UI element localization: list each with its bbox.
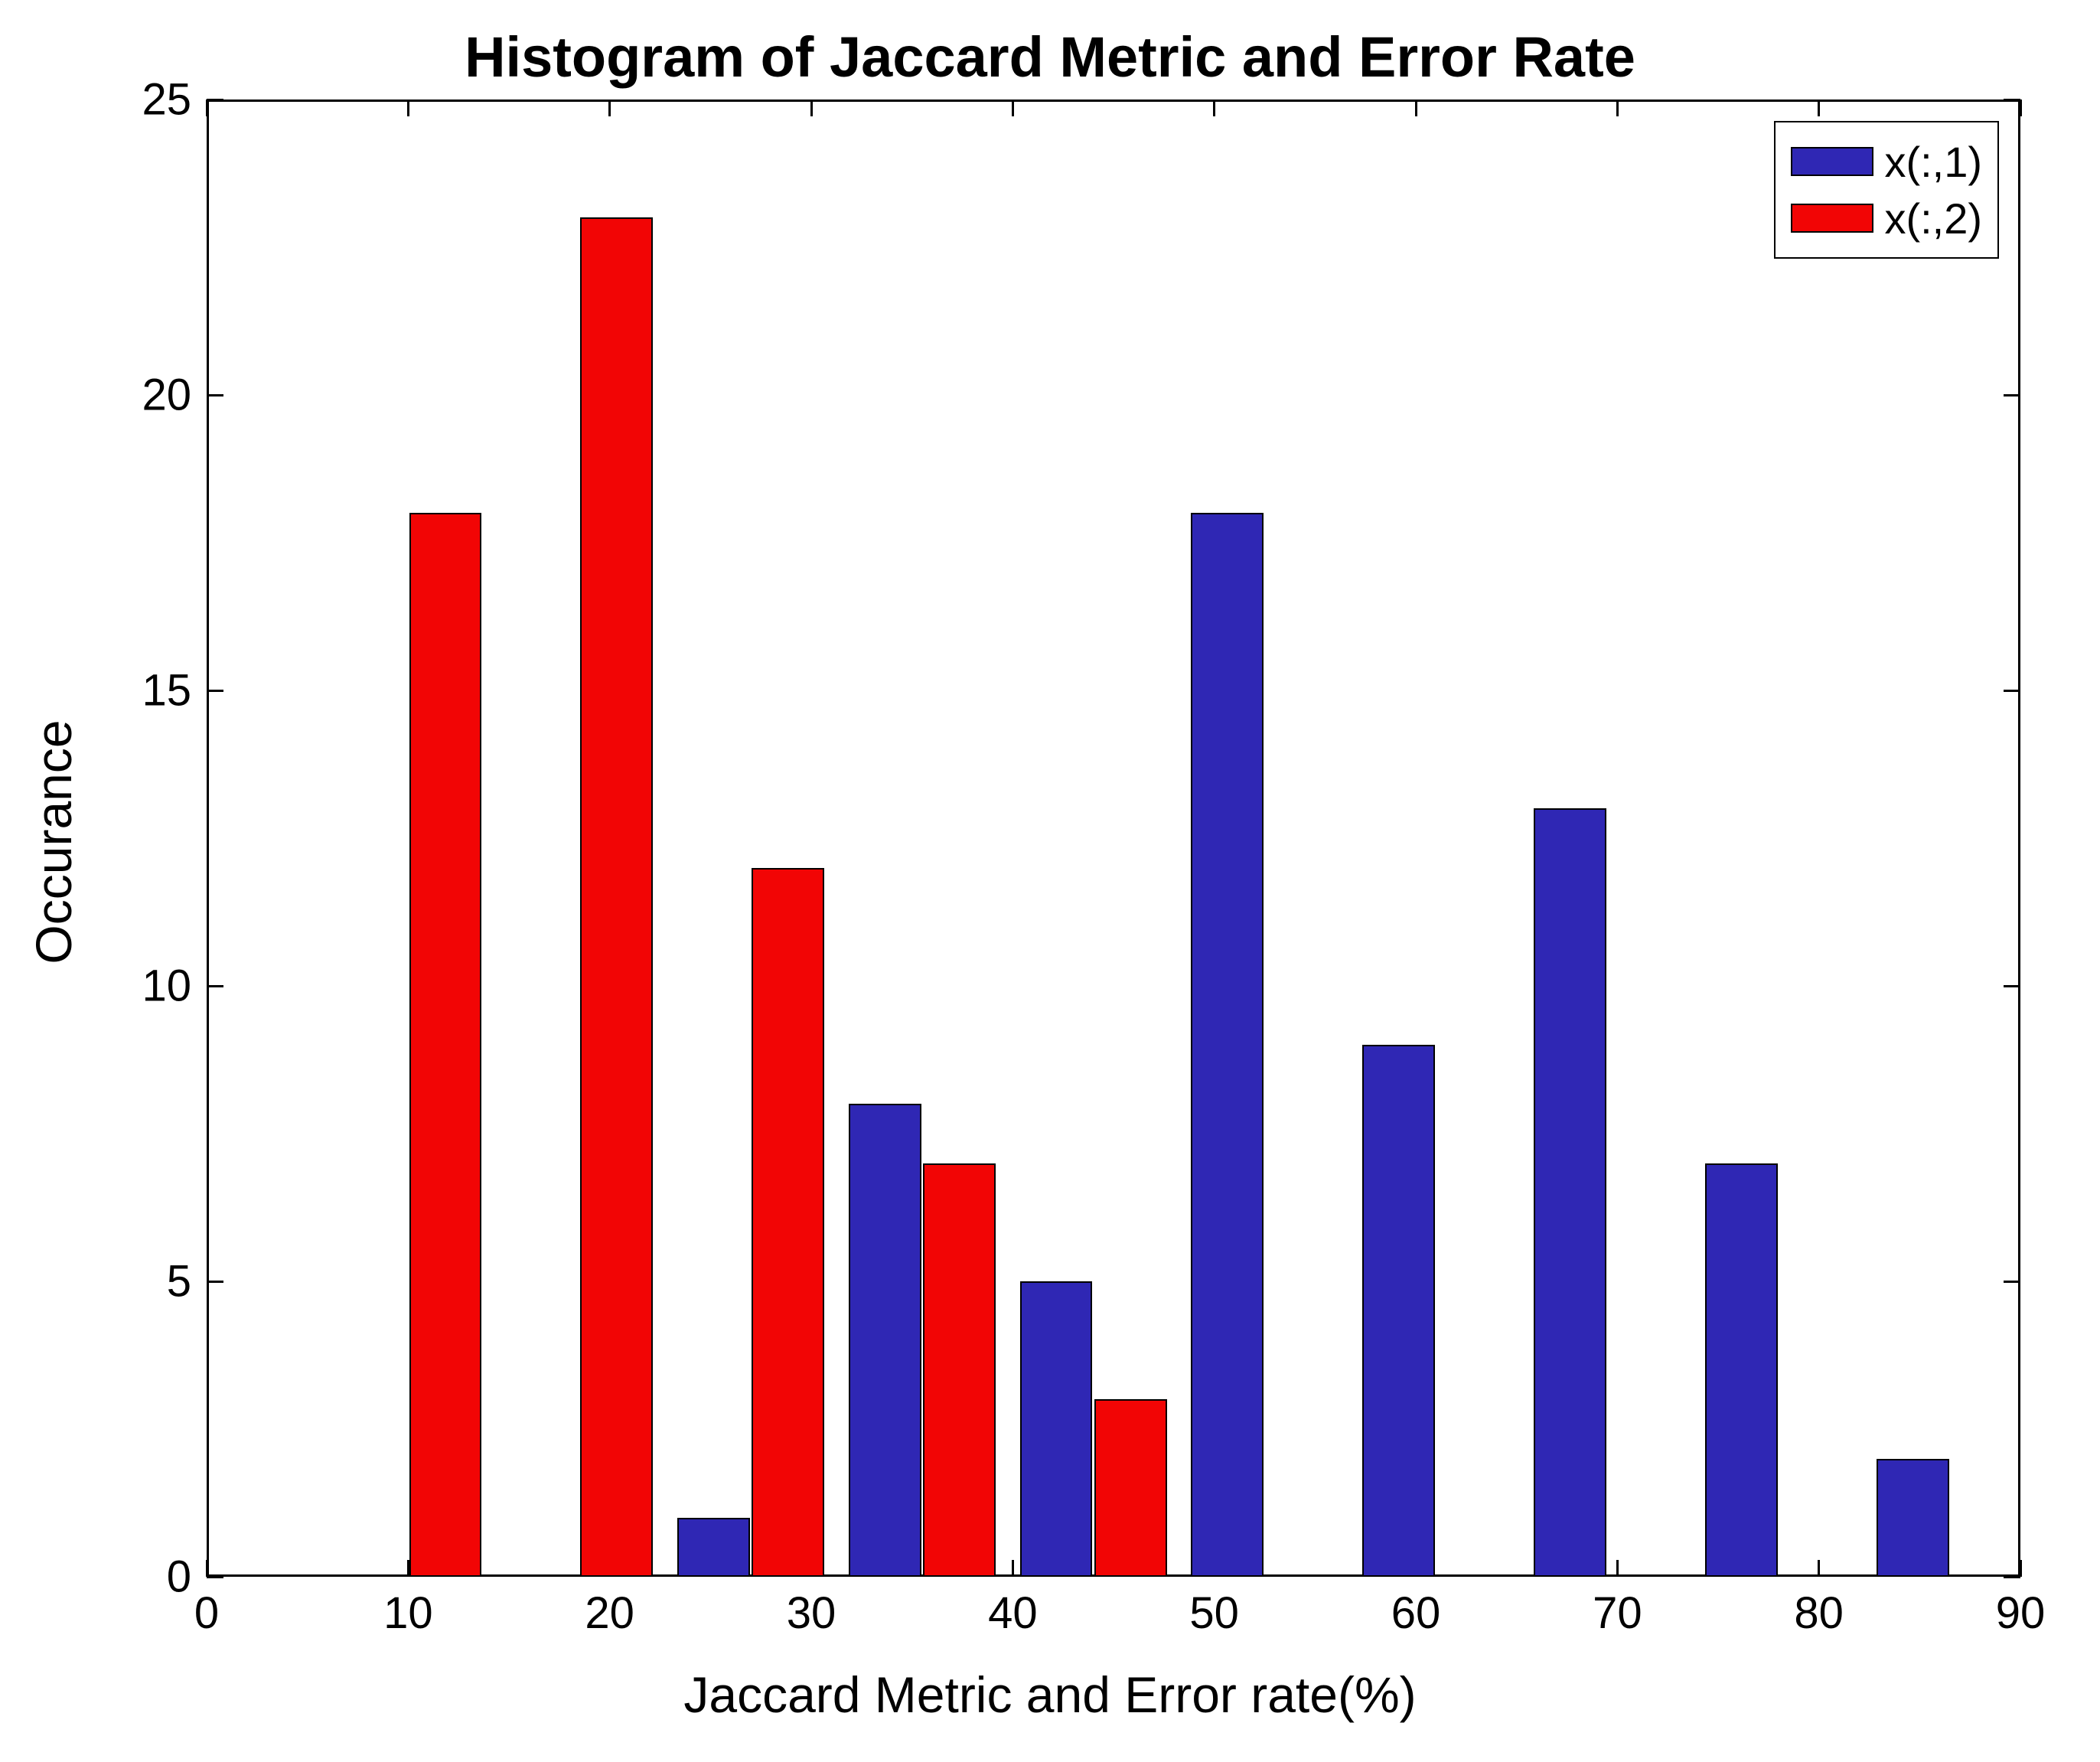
y-tick-mark-right <box>2004 99 2020 101</box>
chart-title: Histogram of Jaccard Metric and Error Ra… <box>0 24 2100 90</box>
y-tick-mark <box>207 690 223 692</box>
bar-s1 <box>1877 1459 1949 1577</box>
x-tick-label: 10 <box>383 1587 433 1639</box>
legend-label-1: x(:,1) <box>1884 137 1982 187</box>
bar-s1 <box>1362 1045 1435 1577</box>
x-axis-label: Jaccard Metric and Error rate(%) <box>0 1666 2100 1724</box>
x-tick-label: 50 <box>1189 1587 1239 1639</box>
legend: x(:,1) x(:,2) <box>1774 121 1999 259</box>
y-tick-mark <box>207 394 223 396</box>
y-tick-mark <box>207 985 223 987</box>
bar-s1 <box>1705 1163 1778 1577</box>
y-tick-mark-right <box>2004 1576 2020 1578</box>
y-tick-label: 15 <box>122 665 191 716</box>
x-tick-mark-top <box>1415 100 1417 116</box>
chart-container: Histogram of Jaccard Metric and Error Ra… <box>0 0 2100 1762</box>
bar-s1 <box>677 1518 750 1577</box>
y-tick-label: 20 <box>122 370 191 421</box>
y-tick-label: 10 <box>122 961 191 1012</box>
x-tick-mark <box>206 1560 208 1577</box>
x-tick-label: 60 <box>1391 1587 1441 1639</box>
x-tick-label: 0 <box>194 1587 219 1639</box>
x-tick-mark-top <box>1012 100 1014 116</box>
y-tick-mark-right <box>2004 1281 2020 1283</box>
x-tick-mark-top <box>608 100 611 116</box>
legend-label-2: x(:,2) <box>1884 194 1982 243</box>
x-tick-mark <box>1616 1560 1619 1577</box>
x-tick-mark-top <box>2020 100 2022 116</box>
x-tick-mark <box>2020 1560 2022 1577</box>
y-tick-label: 0 <box>122 1552 191 1603</box>
y-tick-mark-right <box>2004 394 2020 396</box>
legend-swatch-1 <box>1791 147 1873 176</box>
bar-s2 <box>1094 1399 1167 1577</box>
x-tick-mark <box>1012 1560 1014 1577</box>
bar-s2 <box>409 513 482 1577</box>
x-tick-mark-top <box>1213 100 1215 116</box>
bar-s1 <box>849 1104 921 1577</box>
x-tick-label: 20 <box>585 1587 634 1639</box>
legend-swatch-2 <box>1791 204 1873 233</box>
x-tick-mark <box>1818 1560 1820 1577</box>
y-tick-mark <box>207 1576 223 1578</box>
x-tick-mark-top <box>810 100 813 116</box>
y-tick-mark <box>207 99 223 101</box>
bar-s2 <box>752 868 824 1577</box>
bar-s1 <box>1191 513 1264 1577</box>
bar-s1 <box>1020 1281 1093 1577</box>
y-tick-mark <box>207 1281 223 1283</box>
x-tick-mark-top <box>1616 100 1619 116</box>
bar-s2 <box>923 1163 996 1577</box>
legend-item-1: x(:,1) <box>1791 133 1982 190</box>
legend-item-2: x(:,2) <box>1791 190 1982 246</box>
y-tick-mark-right <box>2004 985 2020 987</box>
x-tick-label: 80 <box>1794 1587 1844 1639</box>
y-tick-label: 25 <box>122 74 191 126</box>
x-tick-label: 30 <box>787 1587 836 1639</box>
x-tick-label: 40 <box>988 1587 1038 1639</box>
x-tick-mark-top <box>407 100 409 116</box>
y-tick-label: 5 <box>122 1256 191 1307</box>
bar-s2 <box>580 217 653 1577</box>
x-tick-label: 90 <box>1996 1587 2046 1639</box>
bar-s1 <box>1534 808 1606 1577</box>
y-tick-mark-right <box>2004 690 2020 692</box>
y-axis-label: Occurance <box>24 103 83 1581</box>
x-tick-mark-top <box>206 100 208 116</box>
x-tick-label: 70 <box>1593 1587 1642 1639</box>
x-tick-mark-top <box>1818 100 1820 116</box>
